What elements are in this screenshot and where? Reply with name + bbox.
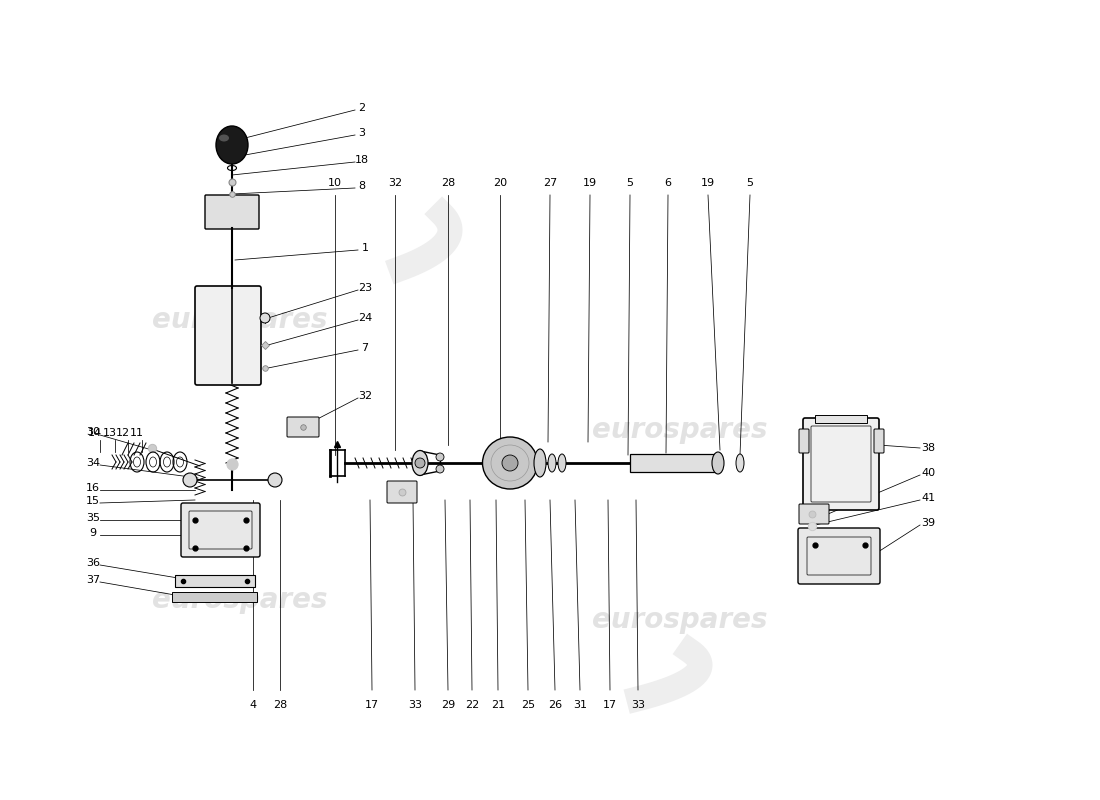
Circle shape: [183, 473, 197, 487]
FancyBboxPatch shape: [799, 429, 808, 453]
Text: 2: 2: [359, 103, 365, 113]
Circle shape: [436, 453, 444, 461]
Text: 20: 20: [493, 178, 507, 188]
Ellipse shape: [548, 454, 556, 472]
Bar: [175, 575, 255, 587]
Text: 32: 32: [388, 178, 403, 188]
Text: 37: 37: [86, 575, 100, 585]
Text: 27: 27: [543, 178, 557, 188]
Ellipse shape: [412, 450, 428, 475]
Text: 6: 6: [664, 178, 671, 188]
Text: 33: 33: [631, 700, 645, 710]
Text: 18: 18: [355, 155, 370, 165]
Text: 13: 13: [103, 428, 117, 438]
Text: 38: 38: [921, 443, 935, 453]
Text: 8: 8: [359, 181, 365, 191]
Text: 30: 30: [86, 427, 100, 437]
Circle shape: [502, 455, 518, 471]
Ellipse shape: [216, 126, 248, 164]
Text: 5: 5: [747, 178, 754, 188]
Text: 21: 21: [491, 700, 505, 710]
Ellipse shape: [483, 437, 538, 489]
Bar: [630, 454, 718, 472]
Ellipse shape: [736, 454, 744, 472]
Circle shape: [415, 458, 425, 468]
Text: 12: 12: [116, 428, 130, 438]
Text: 10: 10: [328, 178, 342, 188]
Text: 39: 39: [921, 518, 935, 528]
Ellipse shape: [558, 454, 566, 472]
FancyBboxPatch shape: [205, 195, 258, 229]
Text: 17: 17: [603, 700, 617, 710]
FancyBboxPatch shape: [874, 429, 884, 453]
FancyBboxPatch shape: [387, 481, 417, 503]
Text: 14: 14: [88, 428, 102, 438]
Text: 9: 9: [89, 528, 97, 538]
Text: eurospares: eurospares: [152, 586, 328, 614]
Text: 3: 3: [359, 128, 365, 138]
Ellipse shape: [219, 134, 229, 142]
Text: 4: 4: [250, 700, 256, 710]
Text: 23: 23: [358, 283, 372, 293]
Text: 28: 28: [273, 700, 287, 710]
Text: 1: 1: [362, 243, 369, 253]
FancyBboxPatch shape: [798, 528, 880, 584]
Text: 36: 36: [86, 558, 100, 568]
Text: 16: 16: [86, 483, 100, 493]
Text: 17: 17: [365, 700, 380, 710]
Text: 24: 24: [358, 313, 372, 323]
Circle shape: [268, 473, 282, 487]
Ellipse shape: [712, 452, 724, 474]
Bar: [815, 415, 867, 423]
Circle shape: [260, 313, 270, 323]
FancyBboxPatch shape: [799, 504, 829, 524]
Circle shape: [436, 465, 444, 473]
Text: 5: 5: [627, 178, 634, 188]
Text: 25: 25: [521, 700, 535, 710]
Text: eurospares: eurospares: [592, 416, 768, 444]
Text: 19: 19: [701, 178, 715, 188]
Text: 33: 33: [408, 700, 422, 710]
Text: 35: 35: [86, 513, 100, 523]
FancyBboxPatch shape: [195, 286, 261, 385]
Text: 15: 15: [86, 496, 100, 506]
Text: eurospares: eurospares: [592, 606, 768, 634]
Text: 22: 22: [465, 700, 480, 710]
Text: 29: 29: [441, 700, 455, 710]
Text: eurospares: eurospares: [152, 306, 328, 334]
Text: 26: 26: [548, 700, 562, 710]
Text: 34: 34: [86, 458, 100, 468]
Ellipse shape: [534, 449, 546, 477]
Text: 28: 28: [441, 178, 455, 188]
Text: 19: 19: [583, 178, 597, 188]
Bar: [172, 592, 257, 602]
Text: 32: 32: [358, 391, 372, 401]
Text: 31: 31: [573, 700, 587, 710]
FancyBboxPatch shape: [287, 417, 319, 437]
Text: 41: 41: [921, 493, 935, 503]
FancyBboxPatch shape: [182, 503, 260, 557]
Text: 7: 7: [362, 343, 369, 353]
FancyBboxPatch shape: [803, 418, 879, 510]
Text: 40: 40: [921, 468, 935, 478]
Text: 11: 11: [130, 428, 144, 438]
